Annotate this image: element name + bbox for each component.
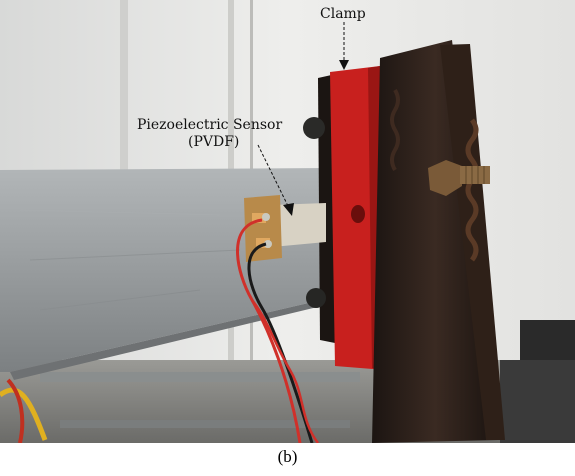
sensor-wire-red (251, 299, 319, 443)
sensor-arrow-head (283, 203, 294, 216)
bolt-head (306, 288, 326, 308)
pvdf-film (272, 203, 326, 247)
weld-beads (390, 88, 400, 172)
wire-bundle (0, 387, 48, 441)
photo-drawing (0, 0, 575, 443)
beam-texture (39, 289, 201, 311)
beam-bottom-edge (10, 298, 330, 380)
black-welded-plate (372, 40, 498, 443)
beam-texture (19, 209, 221, 216)
wire-bundle (6, 378, 25, 443)
hex-nut (428, 160, 462, 196)
clamp-label: Clamp (320, 6, 366, 22)
table-rail (40, 372, 360, 382)
solder-joint (262, 213, 270, 221)
table-rail (60, 420, 350, 428)
clamp-hole (351, 205, 365, 223)
weld-beads (465, 118, 479, 262)
solder-pad (256, 238, 270, 248)
figure-caption: (b) (277, 447, 298, 466)
solder-pad (252, 213, 266, 223)
bolt-shaft (460, 166, 490, 184)
sensor-arrow (257, 144, 289, 207)
sensor-label-line1: Piezoelectric Sensor (137, 117, 283, 133)
beam-texture (29, 249, 241, 261)
solder-joint (264, 240, 272, 248)
bolt-head (303, 117, 325, 139)
sensor-label-line2: (PVDF) (188, 134, 240, 150)
sensor-electrode (244, 195, 282, 262)
sensor-wire-black (247, 242, 314, 443)
window-frame (120, 0, 128, 330)
experiment-photo (0, 0, 575, 443)
clamp-arrow-head (339, 60, 349, 70)
equipment-box (500, 360, 575, 443)
